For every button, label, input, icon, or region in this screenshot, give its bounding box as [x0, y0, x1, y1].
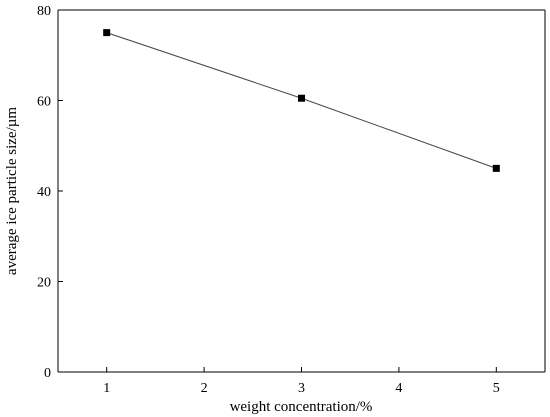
- y-tick-label: 80: [37, 4, 51, 19]
- x-tick-label: 3: [298, 381, 305, 396]
- x-axis-ticks: 1 2 3 4 5: [103, 367, 500, 396]
- x-tick-label: 4: [395, 381, 402, 396]
- y-axis-ticks: 0 20 40 60 80: [37, 4, 63, 381]
- x-tick-label: 2: [201, 381, 208, 396]
- series-group: [103, 29, 500, 172]
- y-tick-label: 20: [37, 276, 51, 291]
- data-point-marker: [103, 29, 111, 37]
- y-tick-label: 0: [44, 366, 51, 381]
- y-axis-title: average ice particle size/µm: [4, 107, 20, 275]
- data-point-marker: [298, 94, 305, 102]
- y-tick-label: 40: [37, 185, 51, 200]
- x-tick-label: 5: [493, 381, 500, 396]
- x-tick-label: 1: [103, 381, 110, 396]
- x-axis-title: weight concentration/%: [230, 399, 373, 415]
- plot-area: [57, 9, 546, 373]
- data-point-marker: [492, 164, 500, 172]
- y-tick-label: 60: [37, 95, 51, 110]
